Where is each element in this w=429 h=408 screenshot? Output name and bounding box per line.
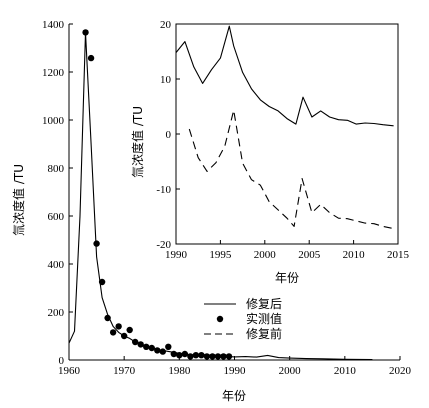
inset-x-tick-label: 1995 [209, 249, 232, 261]
main-measured-point [132, 338, 139, 346]
inset-y-tick-label: 0 [166, 129, 172, 141]
inset-axes: 1990 1995 2000 2005 2010 2015 -20 -10 0 10 20 [156, 19, 409, 261]
inset-repaired-line [175, 25, 394, 127]
main-measured-point [176, 352, 183, 359]
main-measured-point [104, 314, 111, 322]
main-y-tick-label: 600 [48, 211, 65, 223]
main-measured-point [93, 240, 100, 247]
inset-x-tick-label: 2005 [298, 249, 321, 261]
main-measured-point [225, 353, 233, 360]
legend: 修复后 实测值 修复前 [204, 296, 282, 341]
main-measured-point [181, 350, 189, 358]
inset-chart: 1990 1995 2000 2005 2010 2015 -20 -10 0 10 20 氚浓度值… [130, 19, 410, 285]
legend-label-before: 修复前 [246, 326, 282, 341]
inset-x-tick-label: 2000 [254, 249, 277, 261]
inset-x-axis-label: 年份 [275, 271, 299, 285]
inset-y-tick-label: -20 [156, 239, 171, 251]
main-y-tick-label: 400 [48, 259, 65, 271]
main-measured-point [214, 353, 222, 360]
main-measured-point [98, 278, 106, 286]
main-measured-point [82, 29, 89, 36]
main-series-layer [68, 29, 373, 361]
main-measured-point [115, 323, 122, 330]
main-measured-point [109, 329, 117, 336]
main-measured-point [148, 344, 155, 352]
main-measured-point [198, 352, 205, 359]
main-x-tick-label: 1960 [58, 365, 81, 377]
legend-swatch-dot [216, 315, 224, 323]
inset-y-tick-label: 10 [160, 74, 172, 86]
main-measured-point [143, 343, 150, 350]
legend-label-repaired: 修复后 [246, 296, 282, 311]
main-axes: 1960 1970 1980 1990 2000 2010 2020020040060080… [42, 19, 412, 377]
main-x-tick-label: 2010 [334, 365, 357, 377]
main-y-tick-label: 800 [48, 163, 65, 175]
main-measured-point [187, 353, 194, 360]
main-measured-point [192, 352, 200, 359]
main-y-axis-label: 氚浓度值 /TU [11, 164, 26, 236]
main-measured-point [159, 348, 166, 355]
main-y-tick-label: 1200 [42, 67, 65, 79]
main-measured-point [170, 350, 178, 358]
main-x-tick-label: 1990 [224, 365, 247, 377]
main-x-tick-label: 1980 [168, 365, 191, 377]
inset-x-tick-label: 2015 [387, 249, 410, 261]
main-measured-point [137, 341, 144, 348]
main-measured-point [87, 54, 95, 62]
main-chart: 1960 1970 1980 1990 2000 2010 2020020040060080… [11, 19, 412, 403]
main-x-tick-label: 2020 [389, 365, 412, 377]
main-measured-point [154, 347, 161, 354]
inset-background [176, 24, 398, 244]
inset-y-axis-label: 氚浓度值 /TU [130, 106, 145, 178]
main-y-tick-label: 1000 [42, 115, 65, 127]
main-measured-point [220, 353, 227, 360]
main-measured-point [203, 353, 211, 360]
inset-y-tick-label: -10 [156, 184, 171, 196]
main-x-axis-label: 年份 [222, 389, 246, 403]
main-measured-point [165, 343, 172, 350]
main-x-tick-label: 2000 [279, 365, 302, 377]
legend-label-measured: 实测值 [246, 311, 282, 326]
main-y-tick-label: 1400 [42, 19, 65, 31]
inset-x-tick-label: 1990 [165, 249, 188, 261]
inset-y-tick-label: 20 [160, 19, 172, 31]
main-measured-point [126, 326, 133, 334]
inset-x-tick-label: 2010 [343, 249, 366, 261]
inset-series-layer [175, 25, 394, 230]
main-measured-point [120, 332, 128, 340]
main-measured-point [209, 353, 216, 360]
main-x-tick-label: 1970 [113, 365, 136, 377]
main-y-tick-label: 200 [48, 307, 65, 319]
main-y-tick-label: 0 [59, 355, 65, 367]
